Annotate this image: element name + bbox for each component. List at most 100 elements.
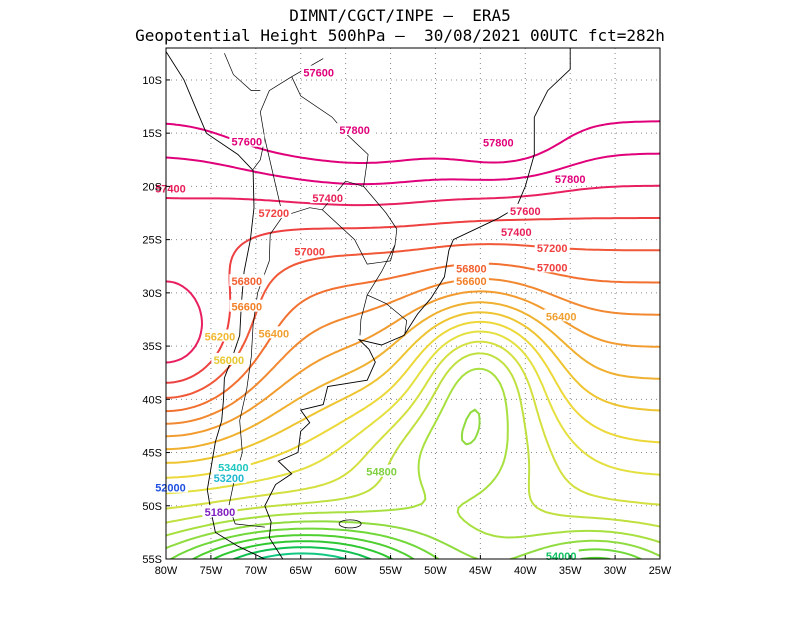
contour-label: 54800: [366, 467, 397, 479]
contour-label: 57200: [537, 243, 568, 255]
country-border: [322, 186, 398, 265]
contour-label: 56600: [456, 276, 487, 288]
contour-label: 56400: [258, 328, 289, 340]
contour-label: 56000: [214, 355, 245, 367]
contour-56600: [166, 277, 660, 425]
contour-label: 57000: [294, 246, 325, 258]
country-border: [282, 76, 369, 217]
contour-label-bg: [292, 244, 328, 257]
x-tick-label: 75W: [200, 565, 223, 577]
y-tick-label: 40S: [142, 394, 162, 406]
contour-label-bg: [543, 309, 579, 322]
x-tick-label: 40W: [514, 565, 537, 577]
contour-55000: [166, 367, 660, 544]
contour-label-bg: [229, 274, 265, 287]
map-frame: [165, 47, 661, 560]
country-border: [418, 16, 427, 27]
coastline: [166, 16, 571, 559]
contour-label-bg: [211, 471, 247, 484]
contour-label-bg: [310, 191, 346, 204]
y-tick-label: 55S: [142, 554, 162, 566]
contour-label-bg: [498, 225, 534, 238]
contour-lines: [166, 120, 660, 559]
contour-label: 57400: [312, 193, 343, 205]
contour-label-bg: [152, 181, 188, 194]
country-border: [359, 294, 368, 336]
country-border: [228, 138, 284, 528]
country-border: [224, 53, 261, 91]
contour-label-bg: [552, 171, 588, 184]
contour-label-bg: [453, 261, 489, 274]
contour-label: 56800: [232, 276, 263, 288]
contour-label: 51800: [205, 507, 236, 519]
contour-label: 57600: [232, 137, 263, 149]
y-tick-label: 45S: [142, 448, 162, 460]
x-tick-label: 65W: [289, 565, 312, 577]
contour-label-bg: [507, 203, 543, 216]
contour-label-bg: [202, 329, 238, 342]
contour-label: 57800: [483, 138, 514, 150]
contour-label: 54000: [546, 551, 577, 563]
contour-label-bg: [534, 260, 570, 273]
x-tick-label: 45W: [469, 565, 492, 577]
x-tick-label: 80W: [155, 565, 178, 577]
contour-label: 56800: [456, 263, 487, 275]
contour-label-bg: [301, 65, 337, 78]
y-tick-label: 10S: [142, 75, 162, 87]
axis-ticks: 80W 75W 70W 65W 60W 55W 50W 45W 40W 35W 30W 25W 10S 1…: [142, 75, 672, 577]
chart-title-line2: Geopotential Height 500hPa – 30/08/2021 …: [135, 26, 665, 45]
x-tick-label: 50W: [424, 565, 447, 577]
y-tick-label: 50S: [142, 501, 162, 513]
contour-label: 57400: [501, 227, 532, 239]
contour-57400: [166, 184, 660, 364]
coastline-path: [166, 48, 571, 559]
contour-label-bg: [256, 206, 292, 219]
contour-label: 56200: [205, 332, 236, 344]
contour-label: 56400: [546, 311, 577, 323]
contour-label: 56600: [232, 302, 263, 314]
contour-label: 52000: [155, 483, 186, 495]
contour-label: 57800: [555, 174, 586, 186]
contour-54800: [166, 408, 660, 559]
contour-label-bg: [229, 299, 265, 312]
contour-label-bg: [337, 122, 373, 135]
contour-label: 53200: [214, 473, 245, 485]
country-border: [366, 244, 408, 334]
contour-56000: [166, 311, 660, 464]
contour-56800: [166, 262, 660, 413]
x-tick-label: 30W: [604, 565, 627, 577]
y-tick-label: 30S: [142, 288, 162, 300]
x-tick-label: 25W: [649, 565, 672, 577]
contour-label: 57600: [510, 206, 541, 218]
x-tick-label: 70W: [245, 565, 268, 577]
contour-57000: [166, 243, 660, 399]
y-tick-label: 35S: [142, 341, 162, 353]
contour-label-bg: [480, 135, 516, 148]
contour-label: 57400: [155, 184, 186, 196]
contour-label-bg: [256, 326, 292, 339]
contour-label: 57200: [258, 208, 289, 220]
contour-label-bg: [229, 134, 265, 147]
chart-title-line1: DIMNT/CGCT/INPE – ERA5: [289, 6, 511, 25]
contour-53800: [257, 552, 347, 559]
contour-57600: [166, 152, 660, 186]
contour-label: 57000: [537, 262, 568, 274]
falkland-islands: [338, 519, 362, 529]
contour-label-bg: [215, 460, 251, 473]
contour-55400: [166, 340, 660, 510]
y-tick-label: 25S: [142, 235, 162, 247]
x-tick-label: 60W: [334, 565, 357, 577]
contour-label-bg: [364, 464, 400, 477]
x-tick-label: 55W: [379, 565, 402, 577]
y-tick-label: 20S: [142, 181, 162, 193]
contour-label-bg: [202, 505, 238, 518]
x-tick-label: 35W: [559, 565, 582, 577]
y-tick-label: 15S: [142, 128, 162, 140]
contour-label: 57800: [339, 125, 370, 137]
contour-labels: 57600 57800 57600 57800 57800 57400 57400 57600…: [152, 65, 588, 563]
contour-label: 57600: [303, 67, 334, 79]
contour-label-bg: [534, 241, 570, 254]
contour-label-bg: [152, 480, 188, 493]
contour-label-bg: [453, 274, 489, 287]
